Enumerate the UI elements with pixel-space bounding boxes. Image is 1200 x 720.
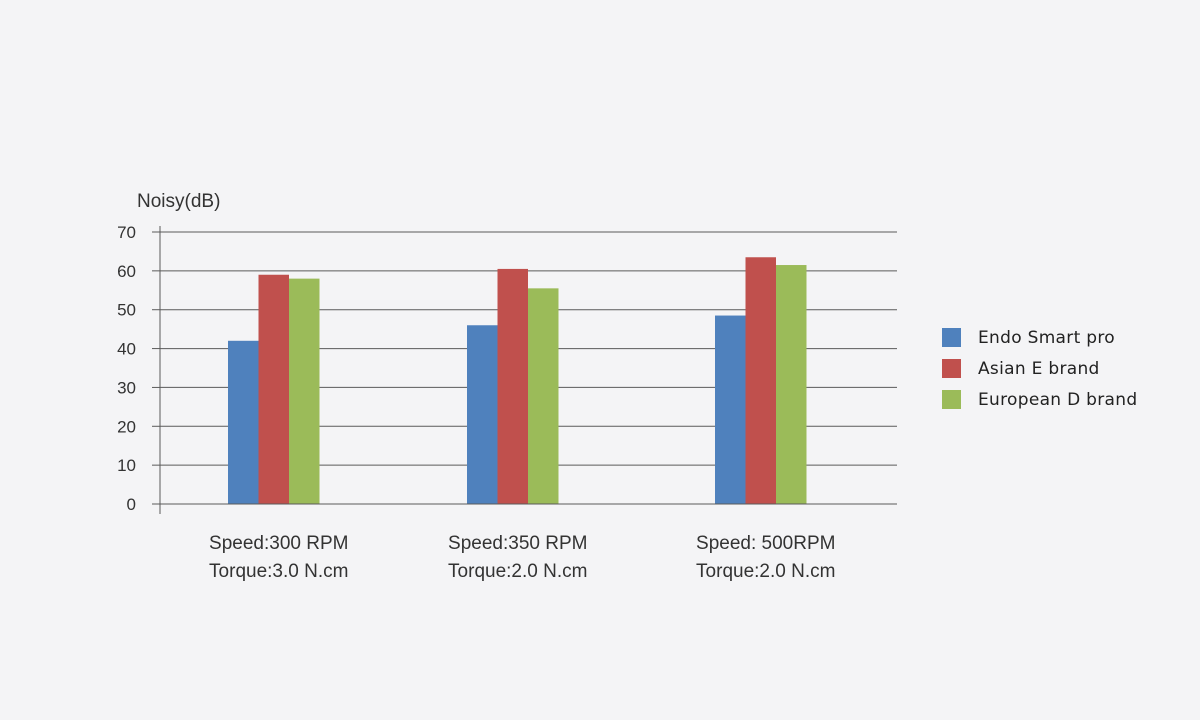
y-tick-label: 40 (117, 340, 136, 359)
legend-label: European D brand (978, 389, 1138, 410)
bar-endo-smart-pro (467, 325, 498, 504)
y-tick-label: 70 (117, 223, 136, 242)
legend-label: Endo Smart pro (978, 327, 1115, 348)
legend-item-european-d-brand: European D brand (942, 384, 1137, 415)
bar-asian-e-brand (258, 274, 289, 504)
x-category-label: Torque:2.0 N.cm (448, 561, 587, 582)
bar-asian-e-brand (745, 257, 776, 504)
legend-swatch (942, 359, 961, 378)
y-axis-label: Noisy(dB) (137, 191, 220, 212)
bar-endo-smart-pro (715, 315, 746, 504)
y-tick-label: 60 (117, 262, 136, 281)
y-tick-label: 50 (117, 301, 136, 320)
x-category-label: Speed:350 RPM (448, 533, 587, 554)
legend-swatch (942, 390, 961, 409)
bar-endo-smart-pro (228, 340, 259, 504)
y-tick-label: 30 (117, 378, 136, 397)
x-category-label: Speed:300 RPM (209, 533, 348, 554)
legend-item-asian-e-brand: Asian E brand (942, 353, 1137, 384)
chart-legend: Endo Smart pro Asian E brand European D … (942, 322, 1137, 415)
legend-item-endo-smart-pro: Endo Smart pro (942, 322, 1137, 353)
y-tick-label: 20 (117, 417, 136, 436)
bar-european-d-brand (528, 288, 559, 504)
legend-label: Asian E brand (978, 358, 1100, 379)
y-tick-label: 0 (127, 495, 136, 514)
x-category-label: Torque:2.0 N.cm (696, 561, 835, 582)
x-category-label: Torque:3.0 N.cm (209, 561, 348, 582)
bar-asian-e-brand (497, 268, 528, 504)
bar-european-d-brand (776, 265, 807, 504)
x-category-label: Speed: 500RPM (696, 533, 835, 554)
y-tick-label: 10 (117, 456, 136, 475)
legend-swatch (942, 328, 961, 347)
bar-european-d-brand (289, 278, 320, 504)
